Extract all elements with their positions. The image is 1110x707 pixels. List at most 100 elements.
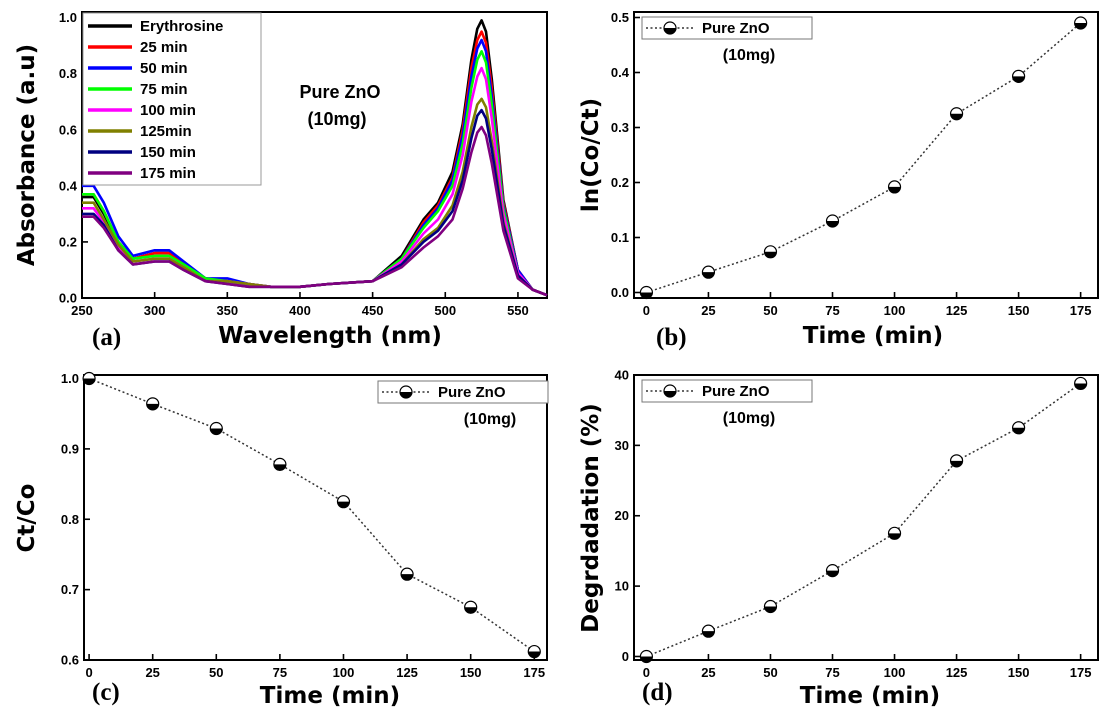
- x-tick-label: 100: [884, 303, 906, 318]
- x-tick-label: 0: [643, 665, 650, 680]
- y-tick-label: 40: [615, 368, 629, 383]
- panel-label: (d): [642, 679, 673, 706]
- annotation-subtitle: (10mg): [723, 410, 775, 427]
- x-tick-label: 125: [946, 665, 968, 680]
- data-point-fill: [401, 574, 414, 581]
- y-tick-label: 0.2: [59, 234, 77, 249]
- y-tick-label: 30: [615, 438, 629, 453]
- plot-frame: [633, 374, 1099, 661]
- legend-label: 75 min: [140, 81, 188, 98]
- x-tick-label: 0: [85, 665, 92, 680]
- y-tick-label: 0.6: [61, 653, 79, 668]
- data-point-fill: [640, 656, 653, 663]
- x-tick-label: 25: [145, 665, 159, 680]
- y-tick-label: 0.7: [61, 582, 79, 597]
- data-point-fill: [826, 570, 839, 577]
- data-point-fill: [640, 292, 653, 299]
- data-point-fill: [664, 28, 676, 34]
- y-tick-label: 1.0: [59, 10, 77, 25]
- legend-label: 175 min: [140, 165, 196, 182]
- data-point-fill: [664, 391, 676, 397]
- panel-d: 0 25 50 75 100 125 150 175 0 10 20 30 40 (d) Time (min…: [578, 368, 1099, 707]
- legend-label: Pure ZnO: [438, 384, 506, 401]
- data-point-fill: [1074, 23, 1087, 29]
- y-tick-label: 0.5: [611, 10, 629, 25]
- y-tick-label: 0.4: [59, 178, 78, 193]
- panel-c: 0 25 50 75 100 125 150 175 0.6 0.7 0.8 0.9 1.0 (c) Tim…: [14, 371, 549, 707]
- legend-box: [82, 12, 262, 186]
- panel-a: 250 300 350 400 450 500 550 0.0 0.2 0.4 0.6 0.8 1.0 (…: [14, 10, 548, 351]
- x-tick-label: 75: [825, 303, 839, 318]
- legend-box: [377, 380, 549, 404]
- x-tick-label: 500: [434, 303, 456, 318]
- x-tick-label: 300: [144, 303, 166, 318]
- x-tick-label: 100: [884, 665, 906, 680]
- plot-frame: [81, 11, 548, 299]
- y-tick-label: 0.6: [59, 122, 77, 137]
- x-tick-label: 250: [71, 303, 93, 318]
- data-point-fill: [1074, 383, 1087, 390]
- data-point-fill: [210, 428, 223, 435]
- y-tick-label: 0.1: [611, 230, 629, 245]
- y-tick-label: 0.0: [59, 291, 77, 306]
- x-tick-label: 550: [507, 303, 529, 318]
- data-point-fill: [464, 607, 477, 614]
- x-tick-label: 0: [643, 303, 650, 318]
- legend-label: Erythrosine: [140, 18, 223, 35]
- x-tick-label: 150: [1008, 303, 1030, 318]
- data-point-fill: [146, 403, 159, 410]
- data-point-fill: [764, 606, 777, 613]
- data-point-fill: [702, 272, 715, 279]
- x-tick-label: 25: [701, 665, 715, 680]
- series-line: [646, 22, 1082, 294]
- y-axis-label: ln(Co/Ct): [578, 98, 604, 212]
- legend-label: 150 min: [140, 144, 196, 161]
- legend-label: 25 min: [140, 39, 188, 56]
- x-tick-label: 400: [289, 303, 311, 318]
- x-tick-label: 50: [763, 665, 777, 680]
- y-axis-label: Ct/Co: [14, 484, 40, 553]
- data-point-fill: [888, 533, 901, 540]
- y-tick-label: 10: [615, 579, 629, 594]
- data-point-fill: [1012, 76, 1025, 83]
- y-tick-label: 0.9: [61, 441, 79, 456]
- x-tick-label: 175: [523, 665, 545, 680]
- data-point-fill: [950, 113, 963, 120]
- x-tick-label: 125: [396, 665, 418, 680]
- x-axis-label: Time (min): [800, 683, 940, 707]
- plot-frame: [633, 11, 1099, 299]
- y-tick-label: 0: [622, 649, 629, 664]
- x-tick-label: 175: [1070, 303, 1092, 318]
- data-point-fill: [888, 186, 901, 193]
- data-point-fill: [1012, 427, 1025, 434]
- y-tick-label: 0.8: [61, 512, 79, 527]
- y-tick-label: 0.8: [59, 66, 77, 81]
- legend: Pure ZnO: [377, 380, 549, 404]
- data-point-fill: [273, 464, 286, 471]
- legend-label: Pure ZnO: [702, 383, 770, 400]
- data-point-fill: [950, 460, 963, 467]
- y-axis-label: Absorbance (a.u): [14, 44, 40, 266]
- x-tick-label: 150: [1008, 665, 1030, 680]
- annotation-subtitle: (10mg): [723, 47, 775, 64]
- panel-label: (a): [92, 324, 121, 351]
- x-axis-label: Wavelength (nm): [218, 323, 442, 349]
- y-tick-label: 0.4: [611, 65, 630, 80]
- y-tick-label: 0.2: [611, 175, 629, 190]
- panel-b: 0 25 50 75 100 125 150 175 0.0 0.1 0.2 0.3 0.4 0.5 (b)…: [578, 10, 1099, 351]
- legend: Pure ZnO: [641, 379, 813, 403]
- x-tick-label: 450: [362, 303, 384, 318]
- annotation-title: Pure ZnO: [299, 82, 380, 102]
- x-tick-label: 50: [209, 665, 223, 680]
- series-line: [646, 382, 1082, 658]
- x-tick-label: 100: [333, 665, 355, 680]
- x-tick-label: 50: [763, 303, 777, 318]
- legend-box: [641, 379, 813, 403]
- legend-box: [641, 16, 813, 40]
- legend-label: Pure ZnO: [702, 20, 770, 37]
- x-tick-label: 150: [460, 665, 482, 680]
- data-point-fill: [764, 251, 777, 258]
- y-tick-label: 1.0: [61, 371, 79, 386]
- x-tick-label: 75: [825, 665, 839, 680]
- data-point-fill: [826, 221, 839, 228]
